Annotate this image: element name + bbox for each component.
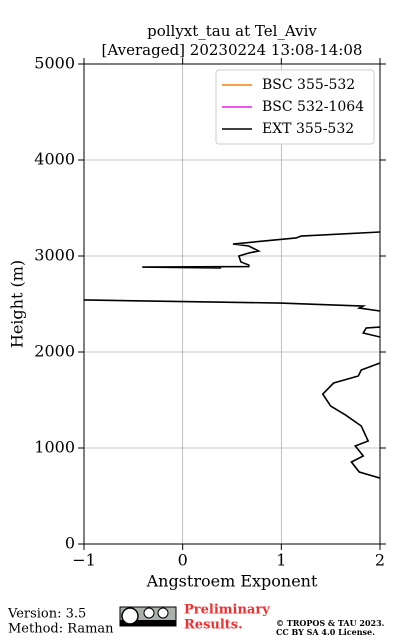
y-tick-label: 5000 [34,54,75,73]
y-tick-label: 1000 [34,438,75,457]
chart-title: pollyxt_tau at Tel_Aviv [147,22,317,40]
line [84,231,380,479]
plot-frame [83,63,381,545]
legend-label: BSC 355-532 [262,77,355,93]
preliminary-note: Preliminary [184,603,270,618]
legend-label: EXT 355-532 [262,121,354,137]
legend-label: BSC 532-1064 [262,99,364,115]
legend-box [215,69,375,145]
method: Method: Raman [8,622,114,637]
chart-subtitle: [Averaged] 20230224 13:08-14:08 [102,41,363,59]
version: Version: 3.5 [7,607,86,622]
y-tick-label: 4000 [34,150,75,169]
y-axis-label: Height (m) [8,260,27,348]
y-tick-label: 2000 [34,342,75,361]
x-axis-label: Angstroem Exponent [146,572,318,591]
preliminary-note: Results. [184,618,243,633]
copyright: CC BY SA 4.0 License. [276,627,375,637]
cc-logo [119,606,177,627]
y-tick-label: 0 [65,534,75,553]
x-tick-label: 0 [178,551,188,570]
x-tick-label: −1 [72,551,96,570]
copyright: © TROPOS & TAU 2023. [276,618,385,628]
y-tick-label: 3000 [34,246,75,265]
x-tick-label: 2 [375,551,385,570]
x-tick-label: 1 [276,551,286,570]
